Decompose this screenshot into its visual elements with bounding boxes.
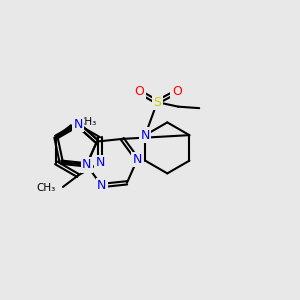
Text: N: N xyxy=(133,153,142,166)
Text: N: N xyxy=(97,179,106,192)
Text: N: N xyxy=(73,118,83,131)
Text: CH₃: CH₃ xyxy=(77,117,97,127)
Text: S: S xyxy=(153,96,161,109)
Text: CH₃: CH₃ xyxy=(36,183,56,194)
Text: N: N xyxy=(140,129,150,142)
Text: O: O xyxy=(172,85,182,98)
Text: O: O xyxy=(134,85,144,98)
Text: N: N xyxy=(82,158,91,171)
Text: N: N xyxy=(95,156,105,169)
Text: S: S xyxy=(82,158,91,171)
